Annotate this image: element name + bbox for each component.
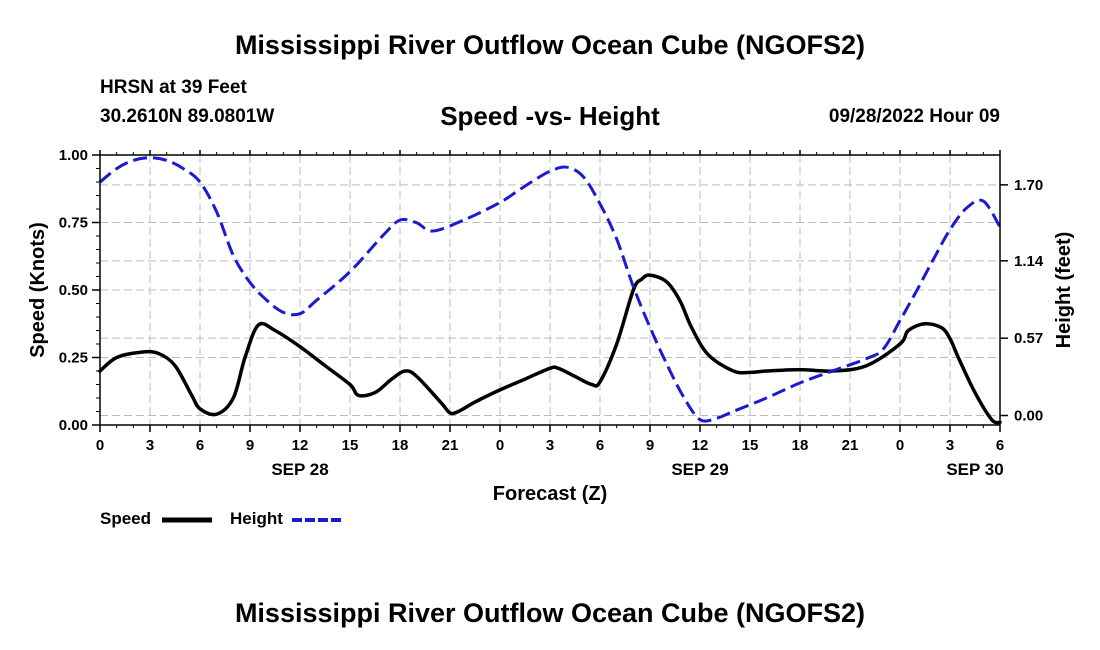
x-tick-label: 9 xyxy=(246,437,254,454)
legend-speed-label: Speed xyxy=(100,509,152,528)
x-tick-label: 6 xyxy=(596,437,604,454)
x-tick-label: 0 xyxy=(896,437,904,454)
page-title-repeat: Mississippi River Outflow Ocean Cube (NG… xyxy=(234,598,866,628)
x-tick-label: 3 xyxy=(146,437,154,454)
date-label: SEP 30 xyxy=(946,460,1003,479)
chart-subtitle: Speed -vs- Height xyxy=(440,101,660,131)
forecast-datetime: 09/28/2022 Hour 09 xyxy=(828,106,1000,127)
y-right-tick-label: 1.70 xyxy=(1014,177,1043,194)
x-tick-label: 6 xyxy=(996,437,1004,454)
height-series-line xyxy=(99,156,1002,423)
date-label: SEP 28 xyxy=(271,460,328,479)
station-label: HRSN at 39 Feet xyxy=(100,77,247,98)
x-tick-label: 0 xyxy=(96,437,104,454)
x-tick-label: 9 xyxy=(646,437,654,454)
y-right-tick-label: 1.14 xyxy=(1014,253,1044,270)
y-axis-label-speed: Speed (Knots) xyxy=(27,222,49,358)
y-left-tick-label: 0.25 xyxy=(59,350,88,367)
y-right-tick-label: 0.57 xyxy=(1014,330,1043,347)
x-tick-label: 21 xyxy=(442,437,459,454)
legend-height-label: Height xyxy=(230,509,283,528)
coordinates-label: 30.2610N 89.0801W xyxy=(100,106,275,127)
x-axis-label: Forecast (Z) xyxy=(493,483,607,505)
x-tick-label: 0 xyxy=(496,437,504,454)
y-left-tick-label: 1.00 xyxy=(59,147,88,164)
speed-series-line xyxy=(98,273,1002,425)
x-tick-label: 21 xyxy=(842,437,859,454)
x-tick-label: 18 xyxy=(792,437,809,454)
x-tick-label: 15 xyxy=(342,437,359,454)
date-label: SEP 29 xyxy=(671,460,728,479)
y-left-tick-label: 0.00 xyxy=(59,417,88,434)
y-right-tick-label: 0.00 xyxy=(1014,408,1043,425)
x-tick-label: 12 xyxy=(692,437,709,454)
x-tick-label: 12 xyxy=(292,437,309,454)
page-title: Mississippi River Outflow Ocean Cube (NG… xyxy=(234,30,866,60)
x-tick-label: 15 xyxy=(742,437,759,454)
y-left-tick-label: 0.75 xyxy=(59,215,88,232)
x-tick-label: 6 xyxy=(196,437,204,454)
x-tick-label: 18 xyxy=(392,437,409,454)
x-tick-label: 3 xyxy=(946,437,954,454)
x-tick-label: 3 xyxy=(546,437,554,454)
y-left-tick-label: 0.50 xyxy=(59,282,88,299)
y-axis-label-height: Height (feet) xyxy=(1053,232,1075,349)
